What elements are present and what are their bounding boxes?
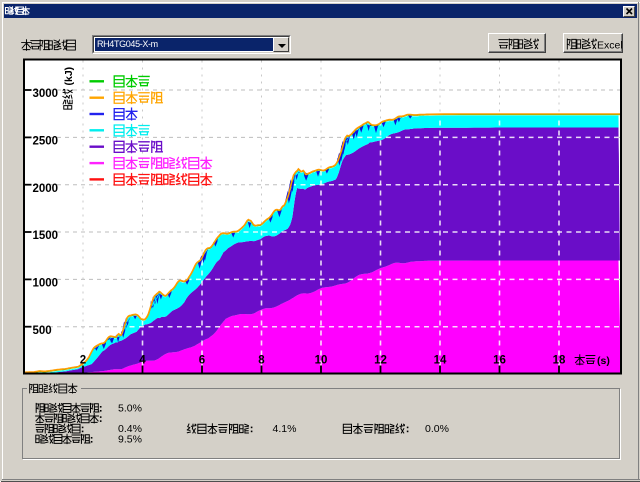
svg-text:12: 12 bbox=[374, 355, 387, 367]
svg-text:10: 10 bbox=[315, 355, 328, 367]
svg-text:18: 18 bbox=[553, 355, 566, 367]
svg-text:(kJ): (kJ) bbox=[63, 67, 75, 86]
svg-text:2500: 2500 bbox=[33, 136, 59, 148]
svg-text:9.5%: 9.5% bbox=[118, 434, 142, 446]
svg-text:4: 4 bbox=[139, 355, 146, 367]
svg-text:(s): (s) bbox=[597, 355, 610, 367]
svg-text:14: 14 bbox=[434, 355, 447, 367]
svg-text:0.4%: 0.4% bbox=[118, 423, 142, 435]
svg-text:1000: 1000 bbox=[33, 278, 59, 290]
svg-text:500: 500 bbox=[33, 325, 52, 337]
svg-text:6: 6 bbox=[199, 355, 205, 367]
svg-text:16: 16 bbox=[493, 355, 506, 367]
svg-text:4.1%: 4.1% bbox=[273, 423, 297, 435]
svg-text:2000: 2000 bbox=[33, 183, 59, 195]
svg-text:Excel: Excel bbox=[597, 39, 623, 51]
svg-text:2: 2 bbox=[80, 355, 86, 367]
svg-text:3000: 3000 bbox=[33, 88, 59, 100]
svg-text:0.0%: 0.0% bbox=[425, 423, 449, 435]
svg-text:5.0%: 5.0% bbox=[118, 403, 142, 415]
svg-text:8: 8 bbox=[258, 355, 265, 367]
svg-text:1500: 1500 bbox=[33, 230, 59, 242]
